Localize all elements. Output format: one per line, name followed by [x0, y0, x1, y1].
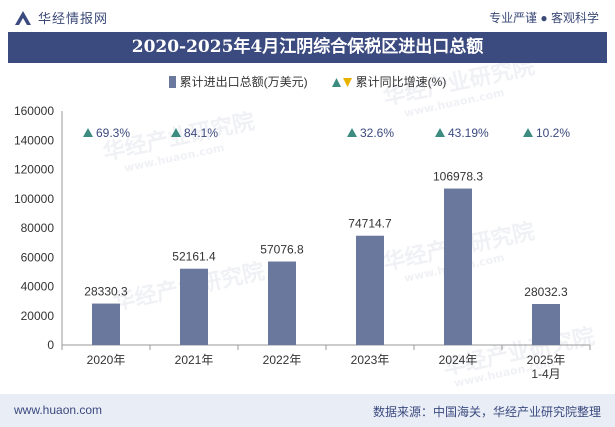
- bar-value-label-2: 57076.8: [260, 243, 304, 257]
- footer-bar: www.huaon.com 数据来源：中国海关，华经产业研究院整理: [0, 394, 615, 427]
- x-tick-label-2: 2022年: [263, 353, 302, 367]
- x-tick-label-1: 2021年: [175, 353, 214, 367]
- x-tick-label-5: 2025年: [527, 353, 566, 367]
- y-tick-label: 20000: [21, 309, 55, 323]
- bar-swatch-icon: [168, 75, 176, 88]
- legend-item-growth: 累计同比增速(%): [331, 73, 447, 90]
- legend-item-bars: 累计进出口总额(万美元): [168, 73, 308, 90]
- bar-1: [180, 268, 208, 345]
- growth-label-3: 32.6%: [360, 126, 394, 140]
- growth-up-triangle-icon-1: [171, 128, 181, 137]
- x-tick-label-3: 2023年: [351, 353, 390, 367]
- bar-value-label-4: 106978.3: [433, 170, 483, 184]
- y-tick-label: 60000: [21, 250, 55, 264]
- y-tick-label: 120000: [14, 163, 54, 177]
- bar-value-label-0: 28330.3: [84, 285, 128, 299]
- growth-up-triangle-icon-3: [347, 128, 357, 137]
- growth-up-triangle-icon-5: [523, 128, 533, 137]
- growth-label-0: 69.3%: [96, 126, 130, 140]
- up-down-triangle-icon: [331, 77, 352, 87]
- x-tick-label-0: 2020年: [87, 353, 126, 367]
- chart-title: 2020-2025年4月江阴综合保税区进出口总额: [131, 37, 484, 57]
- y-tick-label: 0: [47, 338, 54, 352]
- bar-2: [268, 261, 296, 345]
- y-tick-label: 100000: [14, 192, 54, 206]
- y-tick-label: 80000: [21, 221, 55, 235]
- y-tick-label: 140000: [14, 133, 54, 147]
- brand-name: 华经情报网: [38, 11, 109, 26]
- tagline: 专业严谨 ● 客观科学: [489, 11, 599, 25]
- bar-4: [444, 188, 472, 345]
- brand[interactable]: 华经情报网: [14, 8, 108, 27]
- footer-source: 数据来源：中国海关，华经产业研究院整理: [372, 405, 601, 419]
- legend-label-bars: 累计进出口总额(万美元): [179, 75, 308, 89]
- chart-legend: 累计进出口总额(万美元) 累计同比增速(%): [0, 73, 615, 90]
- top-bar: 华经情报网 专业严谨 ● 客观科学: [0, 0, 615, 32]
- x-tick-label-4: 2024年: [439, 353, 478, 367]
- growth-label-1: 84.1%: [184, 126, 218, 140]
- brand-logo-icon: [15, 10, 31, 25]
- legend-label-growth: 累计同比增速(%): [355, 75, 447, 89]
- title-bar: 2020-2025年4月江阴综合保税区进出口总额: [8, 32, 607, 63]
- bar-5: [532, 304, 560, 345]
- growth-up-triangle-icon-4: [435, 128, 445, 137]
- growth-up-triangle-icon-0: [83, 128, 93, 137]
- growth-label-4: 43.19%: [448, 126, 489, 140]
- bar-value-label-5: 28032.3: [524, 285, 568, 299]
- footer-website[interactable]: www.huaon.com: [14, 403, 103, 417]
- bar-0: [92, 303, 120, 345]
- bar-value-label-1: 52161.4: [172, 250, 216, 264]
- y-tick-label: 40000: [21, 280, 55, 294]
- x-tick-label-5-line1: 1-4月: [531, 367, 560, 381]
- bar-3: [356, 235, 384, 345]
- y-tick-label: 160000: [14, 104, 54, 118]
- bar-value-label-3: 74714.7: [348, 217, 392, 231]
- growth-label-5: 10.2%: [536, 126, 570, 140]
